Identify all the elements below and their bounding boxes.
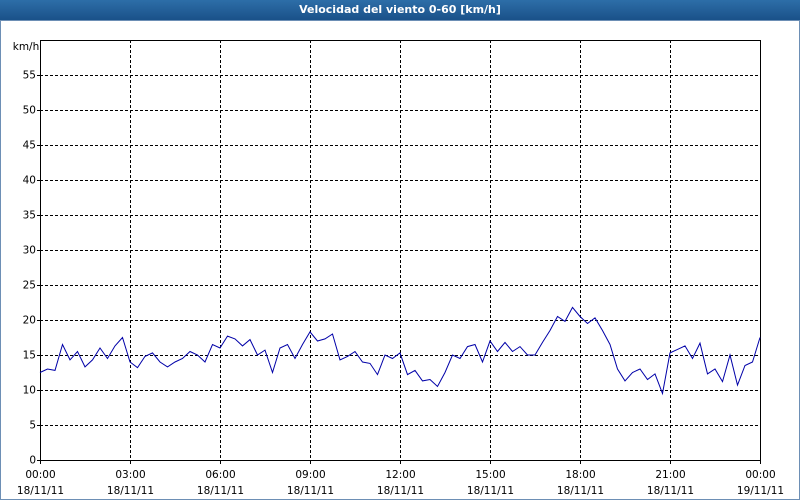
x-tick-label: 15:00 — [475, 469, 505, 481]
line-series — [39, 306, 761, 396]
x-tick-label: 12:00 — [385, 469, 415, 481]
y-tick-label: 25 — [23, 280, 36, 292]
x-tick-date: 19/11/11 — [737, 485, 784, 497]
x-tick-date: 18/11/11 — [17, 485, 64, 497]
x-tick-label: 00:00 — [745, 469, 775, 481]
x-tick-date: 18/11/11 — [467, 485, 514, 497]
y-tick-label: 55 — [23, 70, 36, 82]
y-tick-label: 45 — [23, 140, 36, 152]
y-tick-label: 20 — [23, 315, 36, 327]
x-tick-date: 18/11/11 — [377, 485, 424, 497]
y-tick-label: 40 — [23, 175, 36, 187]
y-tick-label: 5 — [29, 420, 36, 432]
x-tick-label: 18:00 — [565, 469, 595, 481]
y-tick-label: 15 — [23, 350, 36, 362]
plot-border — [40, 40, 761, 461]
chart-title: Velocidad del viento 0-60 [km/h] — [0, 0, 800, 20]
x-tick-label: 21:00 — [655, 469, 685, 481]
x-tick-label: 06:00 — [205, 469, 235, 481]
y-tick-label: 0 — [29, 455, 36, 467]
x-tick-date: 18/11/11 — [287, 485, 334, 497]
x-tick-date: 18/11/11 — [557, 485, 604, 497]
y-tick-label: 10 — [23, 385, 36, 397]
x-tick-label: 09:00 — [295, 469, 325, 481]
x-tick-label: 00:00 — [25, 469, 55, 481]
x-tick-label: 03:00 — [115, 469, 145, 481]
y-axis-label: km/h — [13, 41, 40, 53]
y-tick-label: 50 — [23, 105, 36, 117]
y-tick-label: 35 — [23, 210, 36, 222]
x-tick-date: 18/11/11 — [647, 485, 694, 497]
x-tick-date: 18/11/11 — [197, 485, 244, 497]
y-tick-label: 30 — [23, 245, 36, 257]
x-tick-date: 18/11/11 — [107, 485, 154, 497]
